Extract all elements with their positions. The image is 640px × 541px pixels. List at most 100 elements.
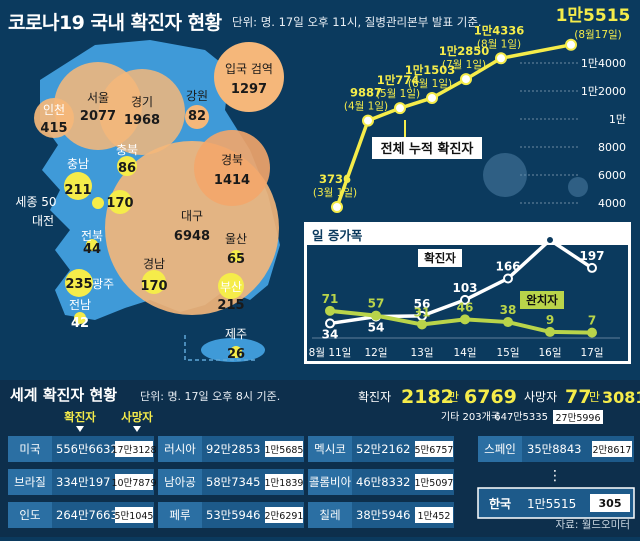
cumulative-date-label: (4월 1일)	[344, 100, 388, 113]
cumulative-date-label: (5월 1일)	[376, 87, 420, 100]
cumulative-point	[460, 73, 472, 86]
daily-data-label: 31	[414, 305, 431, 319]
world-section: 세계 확진자 현황 단위: 명. 17일 오후 8시 기준. 확진자 2182 만 676…	[0, 380, 640, 537]
others-label: 기타 203개국	[441, 411, 500, 423]
country-confirmed: 46만8332	[356, 475, 410, 489]
total-deaths-b: 3081	[602, 388, 640, 407]
total-deaths-label: 사망자	[524, 390, 557, 404]
ytick-label: 6000	[598, 169, 626, 182]
daily-point	[545, 235, 555, 245]
cumulative-value-label: 1만2850	[439, 44, 490, 58]
daily-data-label: 7	[588, 314, 596, 328]
country-name-cell	[8, 436, 52, 462]
region-name: 인천	[43, 102, 65, 117]
region-value: 42	[71, 316, 89, 331]
country-deaths-box	[115, 441, 153, 457]
country-deaths: 10만7879	[111, 478, 156, 489]
arrow-down-icon	[76, 426, 84, 432]
total-confirmed-man: 만	[448, 390, 459, 404]
page-title: 코로나19 국내 확진자 현황	[8, 12, 222, 34]
country-name: 콜롬비아	[309, 475, 352, 489]
daily-point	[325, 305, 335, 316]
region-value: 235	[65, 277, 92, 292]
ytick-label: 4000	[598, 197, 626, 210]
cumulative-value-label: 1만774	[377, 73, 420, 87]
region-name: 부산	[220, 280, 242, 294]
country-name-cell	[8, 469, 52, 495]
daily-xtick-label: 17일	[580, 346, 603, 359]
country-name: 남아공	[164, 475, 196, 489]
country-confirmed: 264만7663	[56, 508, 118, 522]
region-name: 입국 검역	[225, 62, 273, 76]
virus-icon	[568, 177, 588, 197]
country-name: 페루	[169, 508, 190, 522]
others-deaths-box	[553, 410, 603, 424]
daily-data-label: 57	[368, 297, 385, 311]
region-name: 광주	[92, 277, 114, 291]
country-deaths-box	[592, 441, 632, 457]
country-deaths-box	[265, 474, 303, 490]
region-name: 경기	[131, 95, 153, 109]
col-header-deaths: 사망자	[121, 410, 153, 424]
cumulative-value-label: 3736	[319, 172, 351, 186]
legend-confirmed-box	[418, 249, 462, 267]
country-confirmed: 92만2853	[206, 442, 260, 456]
daily-data-label: 166	[495, 259, 520, 273]
country-deaths: 2만6291	[265, 511, 304, 522]
country-name: 인도	[19, 508, 40, 522]
daily-xtick-label: 14일	[453, 346, 476, 359]
country-name: 미국	[19, 442, 40, 456]
daily-data-label: 38	[500, 303, 517, 317]
cumulative-point	[362, 114, 374, 127]
daily-data-label: 9	[546, 313, 554, 327]
region-value: 170	[140, 279, 167, 294]
region-name: 경북	[221, 153, 243, 167]
region-value: 6948	[174, 229, 210, 244]
country-name: 한국	[489, 496, 511, 511]
cumulative-point	[426, 91, 438, 104]
ytick-label: 8000	[598, 141, 626, 154]
daily-point	[371, 310, 381, 321]
col-header-confirmed: 확진자	[64, 410, 96, 424]
country-confirmed: 334만197	[56, 475, 110, 489]
region-value: 170	[106, 196, 133, 211]
country-name-cell	[308, 436, 352, 462]
bubble-busan	[218, 273, 244, 299]
bubble-incheon	[34, 98, 74, 138]
region-value: 211	[64, 183, 91, 198]
country-name: 스페인	[484, 442, 516, 456]
country-deaths-box	[415, 441, 453, 457]
daily-data-label: 197	[579, 249, 604, 263]
region-name: 대구	[181, 209, 203, 223]
daily-point	[503, 317, 513, 328]
region-name: 충북	[116, 143, 138, 157]
country-confirmed: 58만7345	[206, 475, 260, 489]
country-deaths-box	[590, 494, 630, 512]
region-name: 전북	[81, 229, 103, 243]
daily-title: 일 증가폭	[312, 228, 363, 243]
bubble-jeonbuk	[86, 239, 98, 251]
daily-point	[460, 294, 470, 305]
country-deaths: 1만452	[418, 511, 451, 522]
cumulative-point	[331, 201, 343, 213]
bubble-gyeonggi	[99, 69, 185, 155]
ytick-label: 1만2000	[581, 85, 626, 98]
legend-recovered-box	[520, 291, 564, 309]
country-name-cell	[8, 502, 52, 528]
cumulative-date-label: (7월 1일)	[442, 58, 486, 71]
cumulative-value-label: 1만5515	[556, 6, 631, 26]
country-confirmed: 38만5946	[356, 508, 410, 522]
country-deaths: 305	[599, 497, 622, 510]
cumulative-value-label: 1만4336	[474, 23, 525, 37]
daily-title-bg	[309, 226, 369, 244]
country-confirmed: 1만5515	[527, 497, 576, 511]
region-name: 대전	[32, 214, 54, 228]
region-value: 1968	[124, 113, 160, 128]
cumulative-date-label: (3월 1일)	[313, 186, 357, 199]
daily-xtick-label: 15일	[496, 346, 519, 359]
daily-data-label: 54	[368, 321, 385, 335]
country-deaths-box	[415, 507, 453, 523]
daily-xtick-label: 16일	[538, 346, 561, 359]
others-confirmed: 647만5335	[494, 411, 548, 423]
